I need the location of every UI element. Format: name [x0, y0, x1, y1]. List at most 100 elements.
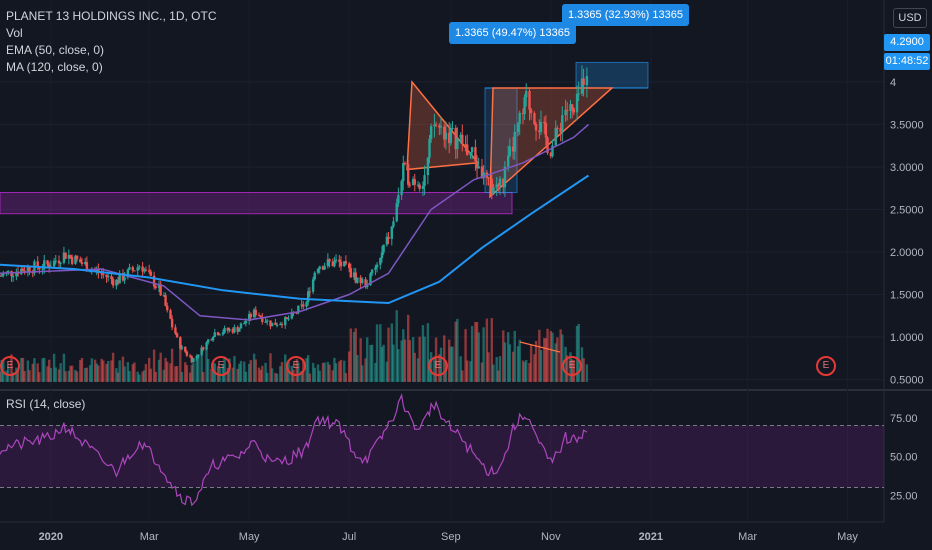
chart-legend: PLANET 13 HOLDINGS INC., 1D, OTC Vol EMA… — [6, 8, 217, 76]
volume-bar — [43, 357, 46, 382]
candle — [38, 267, 41, 270]
volume-bar — [397, 349, 400, 382]
candle — [190, 356, 194, 363]
volume-bar — [144, 364, 148, 382]
candle — [395, 203, 398, 222]
candle — [580, 78, 584, 94]
volume-bar — [164, 357, 167, 382]
volume-bar — [349, 328, 353, 382]
volume-bar — [169, 363, 172, 382]
volume-bar — [159, 352, 162, 382]
volume-bar — [184, 362, 187, 382]
candle — [84, 262, 87, 265]
candle — [564, 109, 567, 116]
candle — [533, 113, 536, 125]
volume-bar — [466, 360, 469, 382]
earnings-icon[interactable]: E — [0, 356, 20, 376]
candle — [152, 275, 156, 287]
candle — [239, 323, 243, 329]
x-tick-label: May — [837, 531, 858, 543]
volume-bar — [247, 363, 251, 382]
volume-bar — [188, 372, 192, 382]
candle — [164, 295, 167, 306]
x-tick-label: 2021 — [639, 531, 663, 543]
volume-bar — [575, 326, 579, 382]
volume-bar — [390, 323, 394, 382]
earnings-icon[interactable]: E — [562, 356, 582, 376]
candle — [538, 130, 541, 133]
candle — [546, 137, 549, 153]
ema-label[interactable]: EMA (50, close, 0) — [6, 43, 105, 57]
candle — [297, 305, 300, 313]
rsi-label[interactable]: RSI (14, close) — [6, 397, 86, 411]
ma-label[interactable]: MA (120, close, 0) — [6, 60, 103, 74]
candle — [443, 126, 446, 140]
x-tick-label: May — [239, 531, 260, 543]
candle — [62, 252, 66, 263]
candle — [236, 327, 239, 332]
volume-bar — [154, 371, 157, 382]
volume-bar — [370, 344, 374, 382]
candle — [47, 264, 51, 269]
candle — [434, 124, 438, 126]
currency-button[interactable]: USD — [893, 8, 927, 28]
candle — [375, 264, 379, 268]
candle — [275, 324, 279, 326]
volume-bar — [162, 369, 166, 382]
candle — [52, 260, 56, 267]
earnings-icon[interactable]: E — [286, 356, 306, 376]
volume-label[interactable]: Vol — [6, 26, 23, 40]
candle — [513, 131, 516, 152]
volume-bar — [54, 367, 57, 382]
earnings-icon[interactable]: E — [211, 356, 231, 376]
candle — [295, 312, 298, 314]
volume-bar — [347, 351, 351, 382]
candle — [46, 260, 49, 265]
volume-bar — [364, 358, 367, 382]
candle — [311, 279, 315, 292]
candle — [106, 276, 110, 278]
candle — [554, 127, 557, 146]
candle — [21, 268, 25, 271]
volume-bar — [206, 358, 210, 382]
y-tick-label: 1.5000 — [890, 290, 924, 302]
volume-bar — [464, 329, 467, 382]
volume-bar — [395, 310, 398, 382]
volume-bar — [261, 365, 264, 382]
candle — [366, 285, 369, 288]
candle — [459, 134, 462, 138]
volume-bar — [380, 347, 384, 382]
candle — [343, 261, 346, 267]
measure-callout-2: 1.3365 (32.93%) 13365 — [562, 4, 689, 26]
candle — [339, 261, 343, 267]
earnings-icon[interactable]: E — [428, 356, 448, 376]
volume-bar — [344, 373, 348, 382]
volume-bar — [238, 363, 241, 382]
candle — [369, 273, 372, 286]
earnings-icon[interactable]: E — [816, 356, 836, 376]
candle — [244, 320, 248, 324]
candle — [482, 172, 485, 178]
volume-bar — [474, 321, 477, 382]
candle — [456, 137, 459, 150]
rsi-line — [0, 393, 588, 507]
volume-bar — [551, 332, 554, 382]
volume-bar — [264, 362, 267, 382]
volume-bar — [416, 358, 420, 382]
candle — [525, 91, 528, 98]
volume-bar — [469, 361, 472, 382]
candle — [318, 266, 321, 270]
x-tick-label: Nov — [541, 531, 561, 543]
volume-bar — [334, 363, 338, 382]
candle — [444, 132, 448, 140]
symbol-title[interactable]: PLANET 13 HOLDINGS INC., 1D, OTC — [6, 9, 217, 23]
candle — [585, 76, 589, 86]
candle — [575, 93, 579, 113]
candle — [154, 286, 157, 288]
volume-bar — [36, 363, 39, 382]
volume-bar — [525, 359, 528, 382]
candle — [582, 78, 585, 86]
candle — [439, 126, 443, 128]
volume-bar — [269, 353, 272, 382]
